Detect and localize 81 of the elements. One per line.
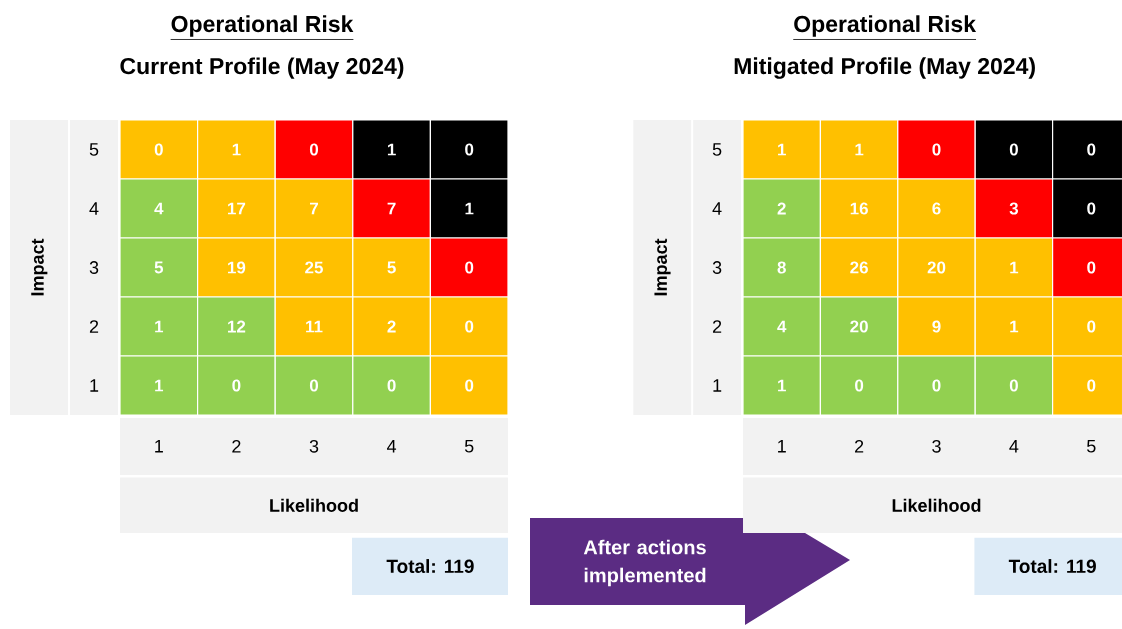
data-label: 0	[855, 379, 864, 392]
data-label: 25	[305, 261, 323, 274]
x-axis-title: Likelihood	[270, 498, 358, 512]
data-label: 0	[465, 379, 474, 392]
x-tick-label: 3	[309, 439, 319, 453]
y-tick-label: 4	[89, 202, 99, 215]
text: Total: 119	[386, 559, 474, 574]
data-label: 26	[850, 261, 868, 274]
y-tick-label: 1	[90, 379, 99, 392]
data-label: 0	[465, 261, 474, 274]
y-tick-label: 1	[713, 379, 722, 392]
data-label: 9	[932, 320, 941, 333]
data-label: 0	[1009, 143, 1018, 156]
x-tick-label: 1	[778, 440, 786, 453]
y-axis-title: Impact	[31, 238, 48, 296]
x-tick-label: 5	[464, 439, 474, 453]
data-label: 1	[1010, 320, 1019, 333]
data-label: 1	[232, 143, 241, 156]
data-label: 11	[306, 320, 323, 333]
data-label: 0	[1087, 143, 1096, 156]
data-label: 2	[777, 202, 786, 215]
data-label: 20	[927, 261, 946, 274]
data-label: 0	[1087, 320, 1096, 333]
x-tick-label: 2	[232, 439, 241, 453]
x-tick-label: 3	[932, 439, 941, 453]
data-label: 5	[154, 261, 164, 274]
data-label: 3	[1009, 202, 1019, 215]
data-label: 7	[387, 202, 396, 215]
x-axis-title: Likelihood	[892, 498, 981, 512]
x-tick-label: 4	[387, 440, 397, 453]
data-label: 0	[309, 143, 319, 156]
data-label: 0	[1087, 379, 1096, 392]
y-tick-label: 2	[712, 320, 722, 333]
x-tick-label: 4	[1009, 440, 1019, 453]
chart-title: Operational Risk	[794, 15, 977, 37]
data-label: 0	[1009, 379, 1018, 392]
data-label: 19	[228, 261, 246, 274]
data-label: 7	[310, 202, 318, 215]
data-label: 0	[387, 379, 396, 392]
data-label: 1	[155, 379, 164, 392]
data-label: 16	[850, 202, 868, 215]
data-label: 0	[154, 143, 163, 156]
text: After actions implemented	[583, 539, 706, 587]
y-axis-title: Impact	[654, 238, 671, 296]
data-label: 5	[387, 261, 396, 274]
y-tick-label: 5	[712, 143, 722, 156]
chart-subtitle: Mitigated Profile (May 2024)	[734, 57, 1035, 79]
data-label: 17	[228, 202, 246, 215]
y-tick-label: 4	[712, 202, 722, 215]
data-label: 0	[232, 379, 241, 392]
data-label: 0	[932, 143, 941, 156]
data-label: 1	[1010, 261, 1019, 274]
y-tick-label: 3	[712, 261, 722, 274]
data-label: 1	[855, 143, 864, 156]
data-label: 1	[465, 202, 474, 215]
chart-title: Operational Risk	[171, 15, 354, 37]
chart-subtitle: Current Profile (May 2024)	[120, 57, 404, 79]
data-label: 1	[778, 379, 786, 392]
data-label: 12	[228, 320, 246, 333]
y-tick-label: 3	[89, 261, 99, 274]
x-tick-label: 1	[155, 440, 163, 453]
x-tick-label: 5	[1087, 439, 1096, 453]
data-label: 4	[154, 202, 164, 215]
data-label: 1	[387, 143, 396, 156]
data-label: 2	[387, 320, 396, 333]
y-tick-label: 2	[89, 320, 99, 333]
data-label: 0	[932, 379, 941, 392]
data-label: 1	[155, 320, 164, 333]
data-label: 1	[778, 143, 786, 156]
data-label: 0	[465, 320, 474, 333]
data-label: 4	[777, 320, 787, 333]
data-label: 6	[932, 202, 941, 215]
data-label: 0	[465, 143, 474, 156]
data-label: 8	[777, 261, 786, 274]
data-label: 0	[309, 379, 319, 392]
data-label: 0	[1087, 202, 1096, 215]
y-tick-label: 5	[89, 143, 99, 156]
data-label: 0	[1087, 261, 1096, 274]
x-tick-label: 2	[855, 439, 864, 453]
data-label: 20	[850, 320, 868, 333]
text: Total: 119	[1008, 559, 1096, 574]
